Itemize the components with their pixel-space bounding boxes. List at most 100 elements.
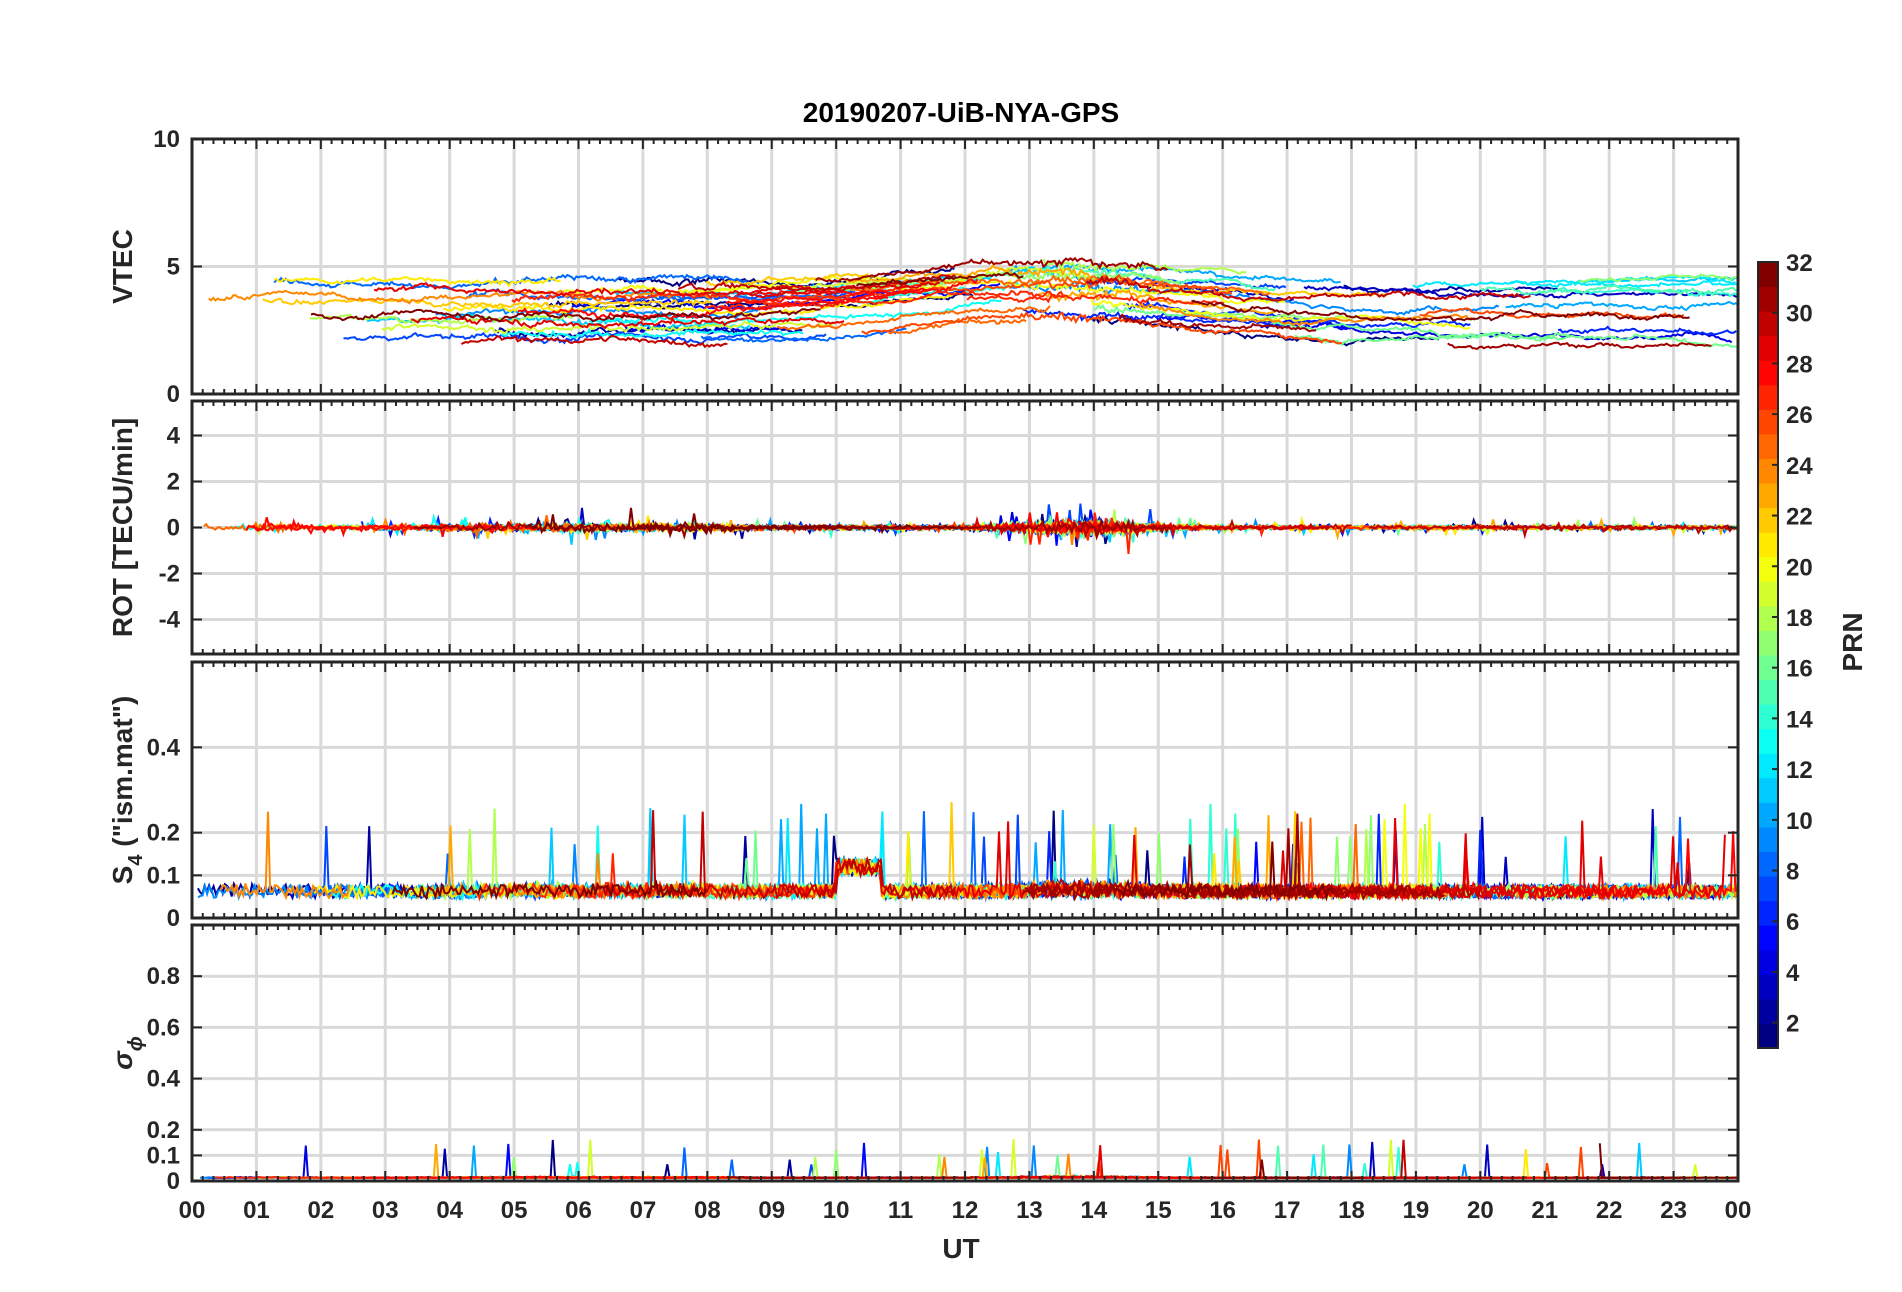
colorbar-segment xyxy=(1758,409,1778,435)
x-tick-label: 21 xyxy=(1531,1197,1558,1224)
series-line-prn-28 xyxy=(756,278,979,297)
series-line-prn-24 xyxy=(513,853,1014,902)
colorbar-segment xyxy=(1758,753,1778,779)
y-tick-label: 0 xyxy=(167,905,180,932)
series-rot xyxy=(203,503,1738,555)
colorbar-tick-label: 28 xyxy=(1786,351,1813,378)
colorbar-tick-label: 16 xyxy=(1786,656,1813,683)
x-tick-label: 12 xyxy=(952,1197,979,1224)
ticks-vtec xyxy=(191,138,1739,395)
series-line-prn-22 xyxy=(262,297,712,309)
series-line-prn-32 xyxy=(391,879,707,901)
series-line-prn-19 xyxy=(1359,1139,1723,1179)
series-line-prn-26 xyxy=(728,273,1233,304)
y-tick-label: 0.4 xyxy=(147,734,181,761)
series-line-prn-32 xyxy=(1191,299,1690,322)
x-tick-label: 17 xyxy=(1274,1197,1301,1224)
series-line-prn-30 xyxy=(1477,523,1738,533)
series-line-prn-30 xyxy=(460,334,728,349)
series-line-prn-21 xyxy=(274,275,562,288)
chart-title: 20190207-UiB-NYA-GPS xyxy=(803,97,1119,128)
panel-vtec: 0 5 10 VTEC xyxy=(107,126,1740,408)
y-tick-label: -4 xyxy=(159,607,181,634)
colorbar-segment xyxy=(1758,262,1778,288)
x-tick-label: 19 xyxy=(1403,1197,1430,1224)
series-line-prn-13 xyxy=(500,327,804,339)
panel-rot: -4 -2 0 2 4 ROT [TECU/min] xyxy=(107,399,1740,656)
x-tick-label: 14 xyxy=(1080,1197,1107,1224)
series-line-prn-31 xyxy=(726,1175,973,1179)
series-line-prn-10 xyxy=(1505,300,1738,312)
colorbar-segment xyxy=(1758,556,1778,582)
colorbar-tick-label: 14 xyxy=(1786,706,1813,733)
y-axis-label-sigma_phi: σϕ xyxy=(107,1036,147,1070)
y-tick-label: 0 xyxy=(167,1168,180,1195)
series-line-prn-2 xyxy=(758,1159,903,1180)
series-line-prn-32 xyxy=(1598,1143,1738,1179)
series-line-prn-15 xyxy=(883,1145,1396,1179)
series-line-prn-31 xyxy=(1119,313,1317,333)
colorbar-tick-label: 18 xyxy=(1786,605,1813,632)
series-line-prn-24 xyxy=(1136,301,1476,327)
series-line-prn-19 xyxy=(463,1139,931,1180)
series-line-prn-32 xyxy=(525,514,964,539)
colorbar-segment xyxy=(1758,360,1778,386)
colorbar-segment xyxy=(1758,876,1778,902)
colorbar-segment xyxy=(1758,974,1778,1000)
series-line-prn-21 xyxy=(443,291,958,318)
y-tick-label: 0.1 xyxy=(147,1142,180,1169)
y-tick-label: 5 xyxy=(167,254,180,281)
series-line-prn-2 xyxy=(1343,284,1558,296)
colorbar-tick-label: 22 xyxy=(1786,504,1813,531)
colorbar-tick-label: 20 xyxy=(1786,554,1813,581)
colorbar-tick-label: 32 xyxy=(1786,250,1813,277)
grid-s4 xyxy=(192,662,1738,918)
x-tick-label: 15 xyxy=(1145,1197,1172,1224)
series-line-prn-29 xyxy=(1277,833,1726,902)
series-line-prn-27 xyxy=(966,293,1225,305)
series-line-prn-6 xyxy=(1557,325,1737,336)
x-tick-label: 02 xyxy=(307,1197,334,1224)
series-line-prn-23 xyxy=(296,1143,662,1180)
series-line-prn-25 xyxy=(776,305,1051,331)
y-label-sub: ϕ xyxy=(125,1036,147,1051)
y-tick-label: 0.4 xyxy=(147,1066,181,1093)
series-line-prn-13 xyxy=(358,1161,706,1179)
x-tick-label: 07 xyxy=(630,1197,657,1224)
series-sigma_phi xyxy=(199,1139,1738,1180)
x-tick-label: 11 xyxy=(888,1197,913,1224)
x-tick-label: 10 xyxy=(823,1197,850,1224)
colorbar-frame xyxy=(1757,261,1779,1049)
x-tick-label: 09 xyxy=(758,1197,785,1224)
colorbar-segment xyxy=(1758,433,1778,459)
colorbar-segment xyxy=(1758,458,1778,484)
colorbar-segment xyxy=(1758,998,1778,1024)
y-tick-label: 10 xyxy=(153,126,180,153)
grid-sigma_phi xyxy=(192,925,1738,1181)
colorbar-tick-label: 4 xyxy=(1786,960,1800,987)
x-tick-label: 23 xyxy=(1660,1197,1687,1224)
series-line-prn-23 xyxy=(848,264,1107,284)
ticks-sigma_phi xyxy=(191,925,1739,1182)
series-line-prn-27 xyxy=(704,289,1067,311)
series-line-prn-9 xyxy=(867,1146,1233,1179)
x-tick-label: 03 xyxy=(372,1197,399,1224)
colorbar-tick-label: 30 xyxy=(1786,301,1813,328)
colorbar-segment xyxy=(1758,335,1778,361)
colorbar-segment xyxy=(1758,1023,1778,1049)
series-line-prn-17 xyxy=(1578,273,1737,283)
series-line-prn-3 xyxy=(1303,285,1738,299)
series-vtec xyxy=(208,256,1738,351)
y-tick-label: 4 xyxy=(167,423,181,450)
colorbar-segment xyxy=(1758,286,1778,312)
x-tick-label: 13 xyxy=(1016,1197,1043,1224)
series-line-prn-15 xyxy=(1480,284,1738,297)
colorbar-segment xyxy=(1758,777,1778,803)
colorbar-segment xyxy=(1758,851,1778,877)
x-tick-label: 20 xyxy=(1467,1197,1494,1224)
colorbar-segment xyxy=(1758,311,1778,337)
colorbar-segment xyxy=(1758,483,1778,509)
colorbar-tick-label: 24 xyxy=(1786,453,1813,480)
